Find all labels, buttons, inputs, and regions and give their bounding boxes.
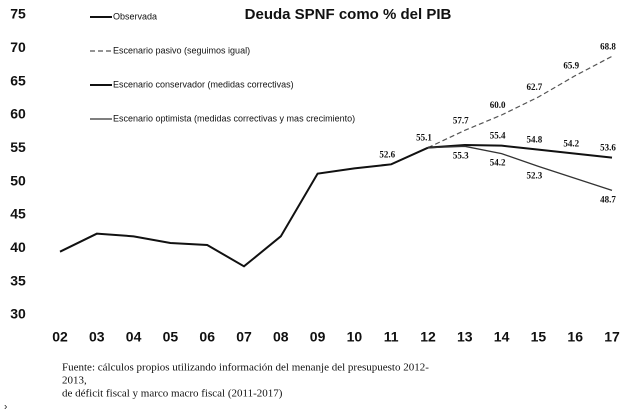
x-tick-label: 17 — [604, 329, 620, 345]
series-line — [59, 146, 429, 268]
y-tick-label: 35 — [10, 272, 26, 288]
x-tick-label: 09 — [310, 329, 326, 345]
x-tick-label: 05 — [163, 329, 179, 345]
x-tick-label: 04 — [126, 329, 142, 345]
y-tick-label: 50 — [10, 172, 26, 188]
y-tick-label: 30 — [10, 306, 26, 322]
data-label: 54.8 — [527, 135, 543, 145]
x-tick-label: 13 — [457, 329, 473, 345]
data-label: 68.8 — [600, 41, 616, 51]
x-tick-label: 16 — [567, 329, 583, 345]
x-tick-label: 15 — [531, 329, 547, 345]
chart-title: Deuda SPNF como % del PIB — [245, 6, 452, 23]
x-tick-label: 11 — [384, 329, 399, 345]
data-label: 52.6 — [379, 149, 395, 159]
x-tick-label: 03 — [89, 329, 105, 345]
data-label: 54.2 — [490, 158, 506, 168]
data-label: 55.4 — [490, 131, 506, 141]
y-tick-label: 55 — [10, 139, 26, 155]
data-label: 54.2 — [563, 139, 579, 149]
arrow-icon: › — [4, 402, 7, 413]
data-label: 52.3 — [527, 170, 543, 180]
source-note: Fuente: cálculos propios utilizando info… — [62, 362, 429, 374]
data-label: 62.7 — [527, 82, 543, 92]
legend-label: Escenario conservador (medidas correctiv… — [113, 79, 294, 89]
x-tick-label: 12 — [420, 329, 436, 345]
x-tick-label: 10 — [347, 329, 363, 345]
data-label: 48.7 — [600, 194, 616, 204]
y-tick-label: 65 — [10, 72, 26, 88]
series-line — [427, 55, 613, 149]
data-label: 53.6 — [600, 143, 616, 153]
y-tick-label: 60 — [10, 106, 26, 122]
x-tick-label: 02 — [52, 329, 68, 345]
series-line — [427, 143, 613, 159]
y-tick-label: 75 — [10, 6, 26, 22]
data-label: 57.7 — [453, 115, 469, 125]
legend-label: Escenario pasivo (seguimos igual) — [113, 45, 250, 55]
data-label: 55.1 — [416, 133, 432, 143]
data-label: 60.0 — [490, 100, 506, 110]
y-tick-label: 45 — [10, 206, 26, 222]
x-tick-label: 14 — [494, 329, 510, 345]
data-label: 55.3 — [453, 150, 469, 160]
legend-label: Observada — [113, 11, 157, 21]
data-label: 65.9 — [563, 61, 579, 71]
y-tick-label: 40 — [10, 239, 26, 255]
x-tick-label: 07 — [236, 329, 252, 345]
series-line — [427, 145, 613, 191]
legend-label: Escenario optimista (medidas correctivas… — [113, 113, 355, 123]
y-tick-label: 70 — [10, 39, 26, 55]
x-tick-label: 06 — [199, 329, 215, 345]
source-note: de déficit fiscal y marco macro fiscal (… — [62, 388, 283, 400]
source-note: 2013, — [62, 375, 87, 387]
x-tick-label: 08 — [273, 329, 289, 345]
